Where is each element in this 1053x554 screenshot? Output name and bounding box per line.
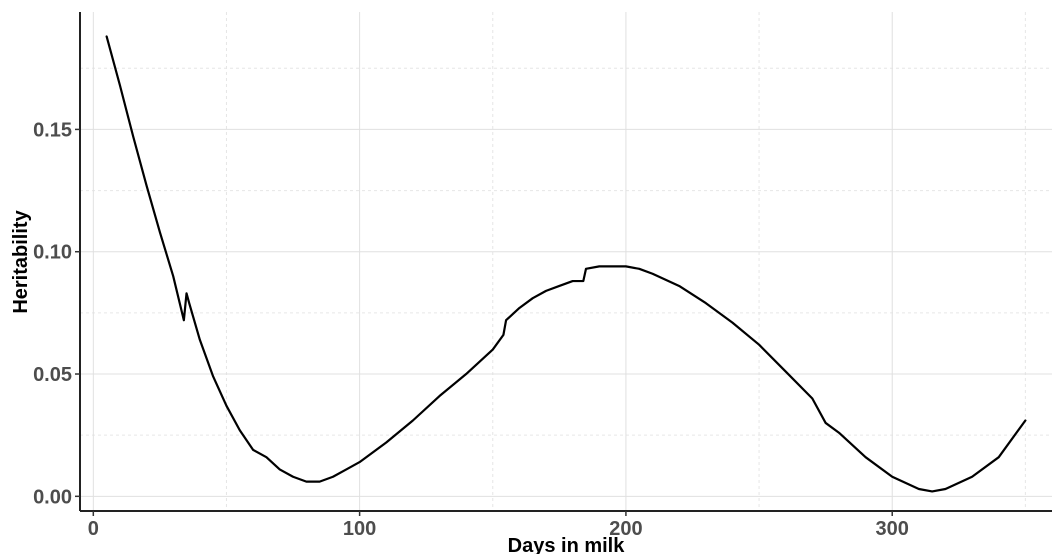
x-tick-label: 200 (609, 518, 642, 540)
y-tick-label: 0.15 (33, 119, 72, 141)
x-tick-label: 300 (876, 518, 909, 540)
x-tick-label: 0 (88, 518, 99, 540)
y-tick-label: 0.00 (33, 486, 72, 508)
y-tick-label: 0.10 (33, 242, 72, 264)
x-tick-label: 100 (343, 518, 376, 540)
y-axis-title: Heritability (10, 209, 32, 313)
grid (80, 12, 1052, 511)
ticks: 0 100 200 300 0.00 0.05 0.10 0.15 (33, 119, 909, 540)
series (105, 35, 1027, 493)
heritability-line (105, 35, 1027, 493)
y-tick-label: 0.05 (33, 364, 72, 386)
x-axis-title: Days in milk (508, 535, 626, 554)
axes (79, 12, 1052, 512)
